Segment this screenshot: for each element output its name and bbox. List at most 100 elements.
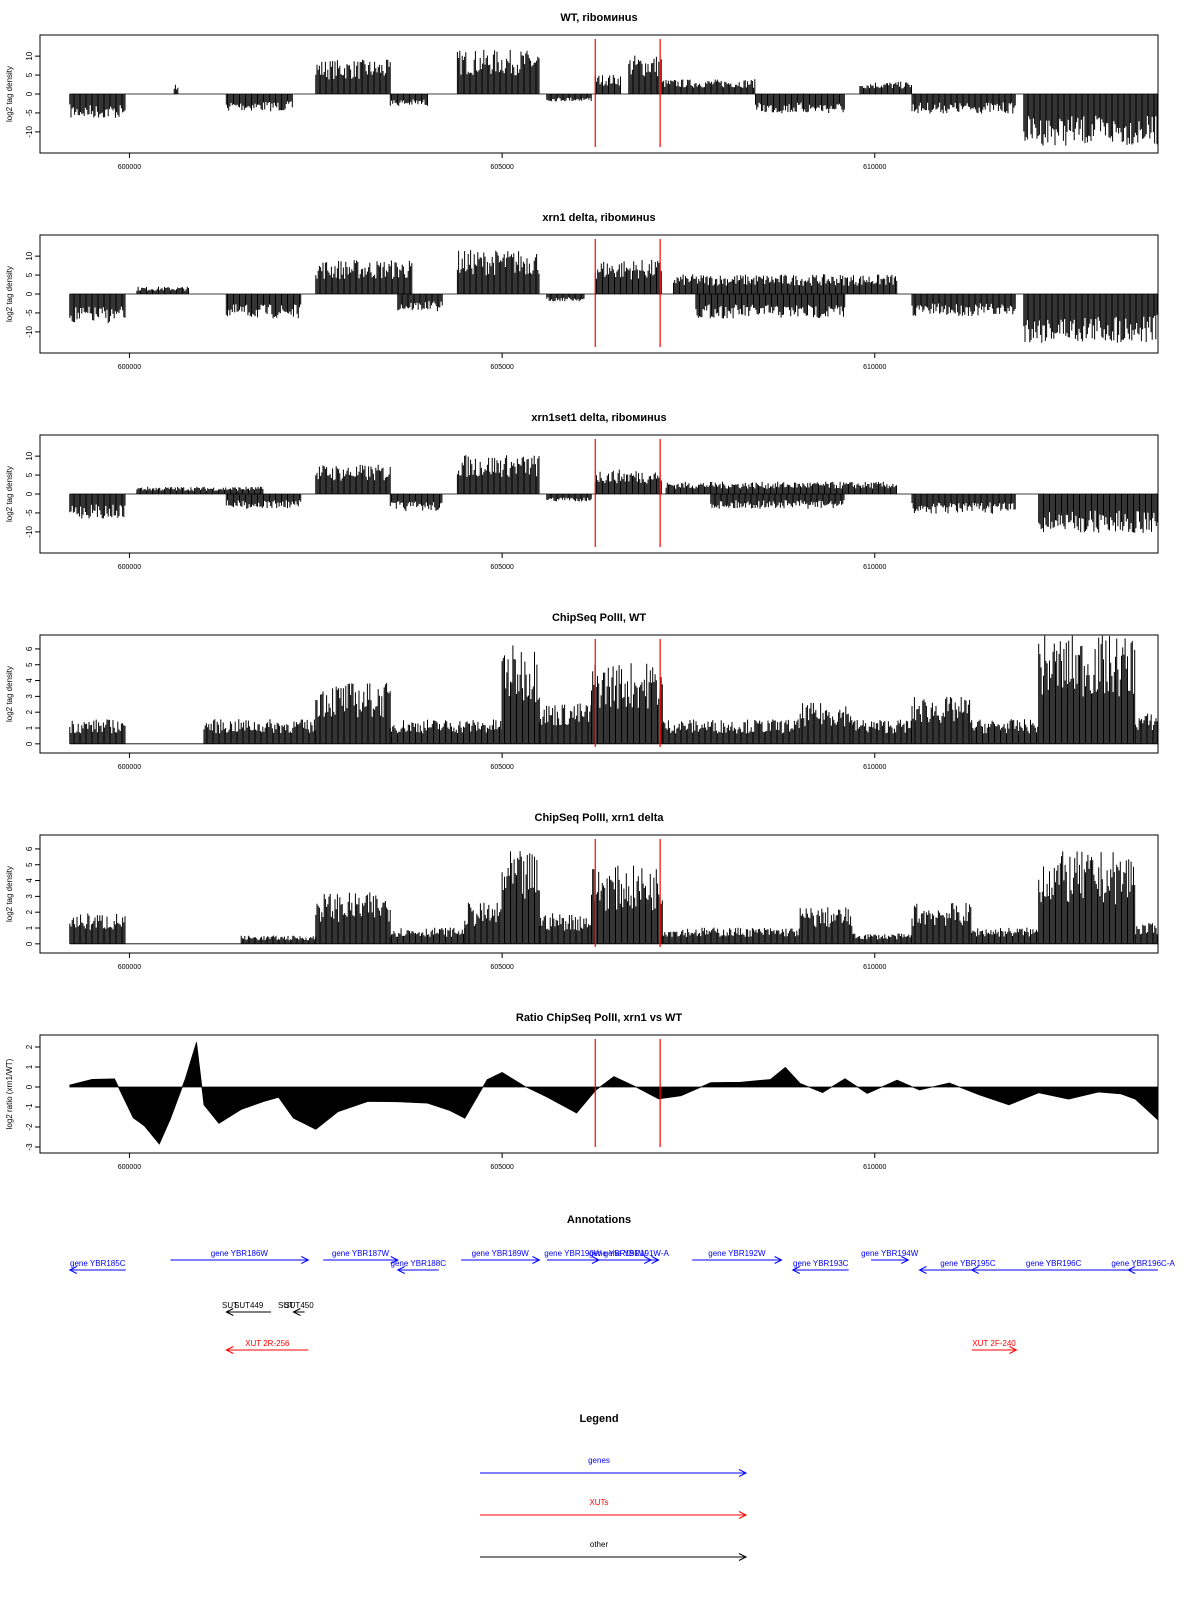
- gene-annotation: gene YBR188C: [391, 1259, 446, 1274]
- data-segment: [315, 260, 413, 294]
- bar-series: [661, 719, 800, 744]
- bar-series: [591, 663, 663, 744]
- y-tick-label: 6: [25, 646, 34, 651]
- bar-series: [456, 49, 540, 94]
- annotation-label: gene YBR192W: [708, 1249, 766, 1258]
- data-segment: [591, 663, 663, 744]
- bar-series: [546, 494, 592, 502]
- data-segment: [661, 927, 800, 944]
- bar-series: [69, 94, 126, 118]
- data-segment: [594, 74, 621, 94]
- data-segment: [665, 481, 897, 494]
- legend-arrow-head: [738, 1553, 748, 1561]
- legend-arrow-head: [738, 1469, 748, 1477]
- bar-series: [799, 907, 853, 944]
- data-segment: [136, 286, 189, 294]
- bar-series: [315, 59, 391, 94]
- chart-title: ChipSeq PolII, xrn1 delta: [535, 812, 665, 824]
- data-segment: [546, 294, 585, 302]
- y-tick-label: 3: [25, 694, 34, 699]
- annotation-label: gene YBR193C: [793, 1259, 849, 1268]
- annotation-arrow-head: [791, 1266, 801, 1274]
- y-tick-label: 6: [25, 846, 34, 851]
- y-tick-label: 0: [25, 741, 34, 746]
- y-tick-label: 10: [25, 451, 34, 460]
- bar-series: [911, 903, 972, 944]
- y-axis-label: log2 tag density: [5, 466, 14, 522]
- bar-series: [546, 294, 585, 302]
- y-tick-label: 4: [25, 678, 34, 683]
- y-axis-label: log2 tag density: [5, 866, 14, 922]
- y-tick-label: 1: [25, 725, 34, 730]
- gene-annotation: gene YBR194W: [861, 1249, 919, 1264]
- data-segment: [389, 927, 466, 944]
- annotation-label: gene YBR196C: [1026, 1259, 1082, 1268]
- gene-annotation: gene YBR193C: [791, 1259, 849, 1274]
- data-segment: [389, 94, 428, 106]
- annotation-arrow-head: [225, 1308, 234, 1316]
- legend-label: genes: [588, 1456, 610, 1465]
- y-tick-label: 5: [25, 662, 34, 667]
- data-segment: [661, 719, 800, 744]
- gene-annotation: gene YBR186W: [170, 1249, 310, 1264]
- data-segment: [911, 903, 972, 944]
- data-segment: [1038, 635, 1136, 744]
- annotation-arrow-head: [292, 1308, 301, 1316]
- panel-5: ChipSeq PolII, xrn1 delta 0 1 2 3 4 5 6 log2 tag…: [5, 812, 1159, 971]
- data-segment: [538, 913, 592, 944]
- data-segment: [315, 59, 391, 94]
- other-annotation: SUT: [222, 1301, 238, 1310]
- data-segment: [501, 851, 540, 944]
- bar-series: [240, 935, 317, 944]
- data-segment: [591, 865, 663, 944]
- bar-series: [851, 933, 912, 944]
- data-segment: [456, 455, 540, 494]
- data-segment: [397, 294, 443, 312]
- data-segment: [315, 682, 391, 744]
- x-tick-label: 600000: [118, 364, 141, 371]
- gene-annotation: gene YBR191W-A: [604, 1249, 669, 1264]
- bar-series: [315, 260, 413, 294]
- data-segment: [971, 719, 1039, 744]
- data-segment: [851, 719, 912, 744]
- x-tick-label: 610000: [863, 364, 886, 371]
- bar-series: [628, 55, 662, 94]
- x-tick-label: 610000: [863, 164, 886, 171]
- data-segment: [1135, 713, 1158, 744]
- annotation-arrow-head: [396, 1266, 405, 1274]
- annotations-panel: Annotations gene YBR185C gene YBR186W gene …: [68, 1214, 1175, 1354]
- x-tick-label: 605000: [490, 564, 513, 571]
- annotation-label: gene YBR195C: [940, 1259, 996, 1268]
- data-segment: [971, 927, 1039, 944]
- bar-series: [315, 682, 391, 744]
- chart-title: ChipSeq PolII, WT: [552, 612, 646, 624]
- y-axis-label: log2 tag density: [5, 666, 14, 722]
- gene-annotation: gene YBR189W: [461, 1249, 541, 1264]
- bar-series: [594, 259, 662, 294]
- data-segment: [594, 259, 662, 294]
- data-segment: [136, 486, 264, 494]
- bar-series: [1038, 494, 1158, 533]
- bar-series: [661, 927, 800, 944]
- bar-series: [315, 892, 391, 944]
- annotation-arrow-head: [918, 1266, 927, 1274]
- data-segment: [594, 469, 662, 494]
- panel-4: ChipSeq PolII, WT 0 1 2 3 4 5 6 log2 tag density…: [5, 612, 1159, 771]
- other-annotation: SUT: [278, 1301, 294, 1310]
- y-tick-label: -3: [25, 1143, 34, 1151]
- data-segment: [710, 494, 845, 509]
- data-segment: [1023, 94, 1158, 146]
- data-segment: [695, 294, 846, 319]
- x-tick-label: 605000: [490, 964, 513, 971]
- chart-title: xrn1set1 delta, riboминus: [531, 412, 666, 424]
- panel-1: WT, riboминus -10 -5 0 5 10 log2 tag density 60…: [5, 12, 1159, 171]
- x-tick-label: 610000: [863, 964, 886, 971]
- legend-label: other: [590, 1540, 609, 1549]
- data-segment: [69, 913, 126, 944]
- data-segment: [911, 494, 1016, 514]
- gene-annotation: gene YBR185C: [68, 1259, 126, 1274]
- x-tick-label: 600000: [118, 1164, 141, 1171]
- bar-series: [136, 286, 189, 294]
- y-tick-label: 0: [25, 291, 34, 296]
- annotation-label: XUT 2R-256: [245, 1339, 290, 1348]
